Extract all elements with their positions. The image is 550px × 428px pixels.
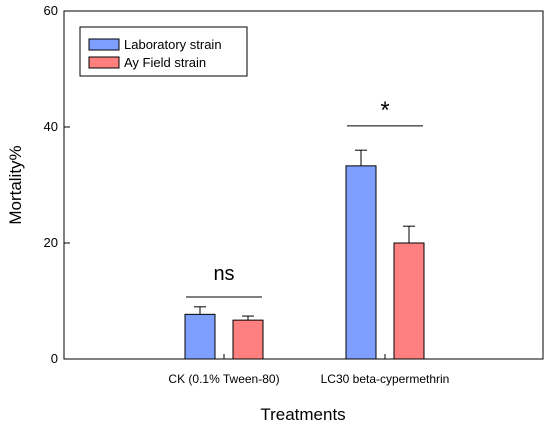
bar-laboratory-strain-lc30-beta-cypermethrin <box>345 165 377 360</box>
legend-swatch-laboratory-strain <box>88 38 120 51</box>
y-tick-label-0: 0 <box>51 351 58 366</box>
x-axis-title: Treatments <box>260 405 345 424</box>
y-tick-label-60: 60 <box>44 3 58 18</box>
category-label-ck-0-1-tween-80: CK (0.1% Tween-80) <box>168 372 279 386</box>
bars-group <box>184 149 425 360</box>
y-axis-ticks: 0 20 40 60 <box>44 3 70 366</box>
y-tick-label-40: 40 <box>44 119 58 134</box>
category-label-lc30-beta-cypermethrin: LC30 beta-cypermethrin <box>321 372 450 386</box>
legend: Laboratory strain Ay Field strain <box>79 26 248 77</box>
bar-laboratory-strain-ck-0-1-tween-80 <box>184 313 216 360</box>
legend-swatch-ay-field-strain <box>88 56 120 69</box>
bar-ay-field-strain-lc30-beta-cypermethrin <box>393 242 425 360</box>
y-axis-title: Mortality% <box>6 145 25 224</box>
legend-label-ay-field-strain: Ay Field strain <box>124 55 206 70</box>
plot-frame <box>63 10 544 360</box>
significance-label-lc30-beta-cypermethrin: * <box>380 97 389 124</box>
y-tick-label-20: 20 <box>44 235 58 250</box>
significance-label-ck-0-1-tween-80: ns <box>213 263 234 285</box>
legend-label-laboratory-strain: Laboratory strain <box>124 37 222 52</box>
bar-ay-field-strain-ck-0-1-tween-80 <box>232 319 264 360</box>
significance-annotations: ns * <box>186 97 423 298</box>
category-labels: CK (0.1% Tween-80) LC30 beta-cypermethrin <box>168 354 449 386</box>
